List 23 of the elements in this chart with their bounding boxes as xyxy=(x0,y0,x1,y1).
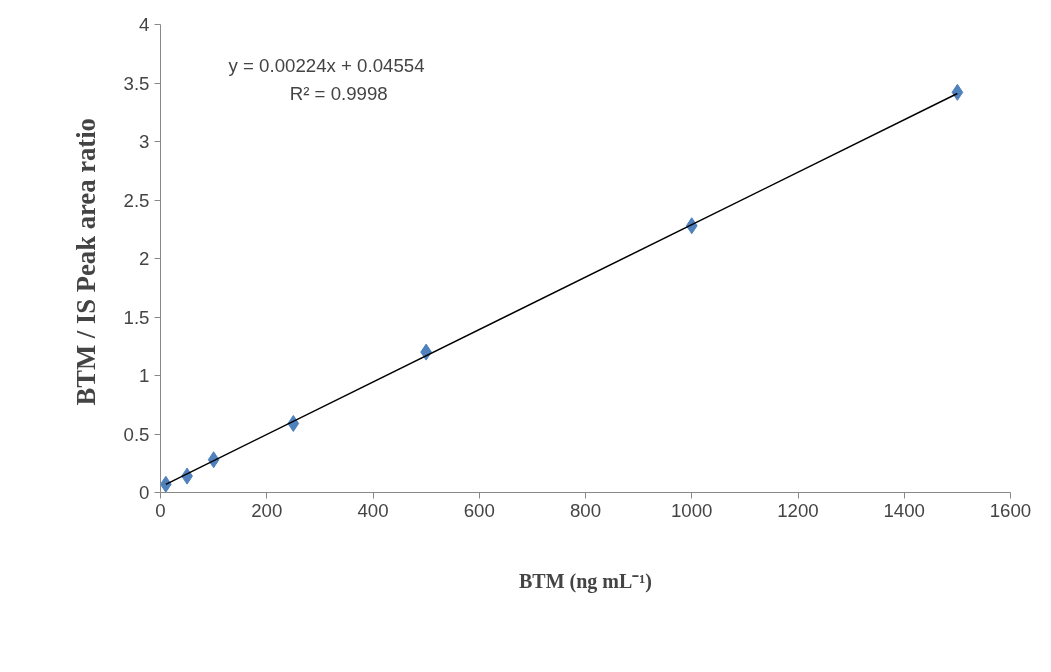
x-tick-label: 0 xyxy=(155,499,166,521)
y-tick-label: 4 xyxy=(139,14,150,35)
annotation: y = 0.00224x + 0.04554 xyxy=(228,54,425,76)
x-tick-label: 600 xyxy=(463,499,495,521)
y-axis-title: BTM / IS Peak area ratio xyxy=(70,118,101,406)
point xyxy=(951,83,964,101)
y-tick-label: 0 xyxy=(139,482,150,503)
annotation: R² = 0.9998 xyxy=(289,83,388,105)
y-tick-label: 3 xyxy=(139,131,150,152)
y-tick-label: 2 xyxy=(139,248,150,269)
y-tick-label: 1.5 xyxy=(123,306,150,328)
y-tick-label: 0.5 xyxy=(123,423,150,445)
x-tick-label: 1000 xyxy=(671,499,713,521)
y-tick-label: 3.5 xyxy=(123,72,150,94)
y-tick-label: 2.5 xyxy=(123,189,150,211)
y-tick-label: 1 xyxy=(139,365,150,386)
x-tick-label: 800 xyxy=(569,499,602,521)
x-tick-label: 1600 xyxy=(989,499,1032,521)
x-axis-title: BTM (ng mL⁻¹) xyxy=(519,569,652,593)
x-tick-label: 1200 xyxy=(777,499,819,521)
x-tick-label: 1400 xyxy=(883,499,926,521)
x-tick-label: 200 xyxy=(251,499,283,521)
x-tick-label: 400 xyxy=(357,499,389,521)
